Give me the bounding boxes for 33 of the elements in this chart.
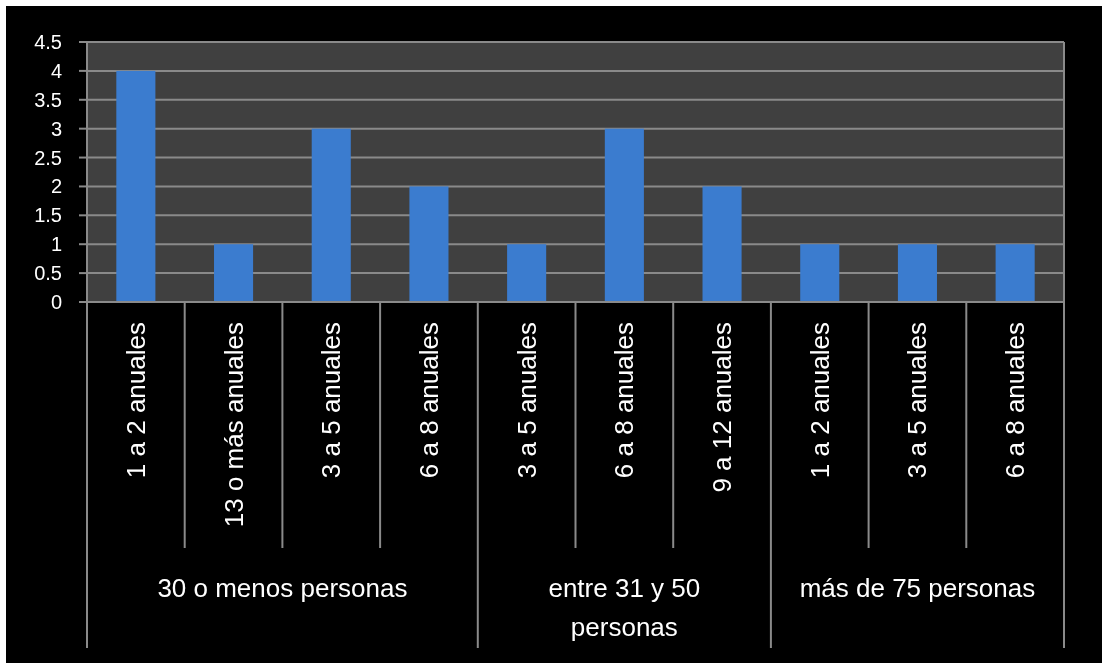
y-tick-label: 4 — [50, 59, 62, 82]
bar — [702, 186, 742, 302]
y-tick-label: 4.5 — [34, 31, 62, 53]
y-tick-label: 1.5 — [34, 204, 62, 227]
y-tick-label: 2.5 — [34, 146, 62, 169]
x-tick-label: 9 a 12 anuales — [707, 322, 738, 493]
y-tick-label: 3 — [50, 117, 62, 140]
bar — [409, 186, 449, 302]
text: 30 o menos personas — [157, 573, 408, 603]
bar — [604, 128, 644, 302]
x-tick-label: 6 a 8 anuales — [413, 322, 444, 479]
text: más de 75 personas — [799, 573, 1036, 603]
x-tick-label: 1 a 2 anuales — [804, 322, 835, 479]
bar — [311, 128, 351, 302]
y-tick-label: 0.5 — [34, 262, 62, 285]
x-tick-label: 6 a 8 anuales — [609, 322, 640, 479]
x-tick-label: 3 a 5 anuales — [511, 322, 542, 479]
bar — [897, 244, 937, 302]
bar — [995, 244, 1035, 302]
x-tick-label: 3 a 5 anuales — [902, 322, 933, 479]
x-tick-label: 3 a 5 anuales — [316, 322, 347, 479]
y-tick-label: 0 — [50, 291, 62, 313]
x-tick-label: 13 o más anuales — [218, 322, 249, 528]
y-tick-label: 3.5 — [34, 88, 62, 111]
bar — [507, 244, 547, 302]
y-tick-label: 1 — [50, 233, 62, 256]
bar — [800, 244, 840, 302]
y-tick-label: 2 — [50, 175, 62, 198]
x-tick-label: 1 a 2 anuales — [120, 322, 151, 479]
bar — [214, 244, 254, 302]
text: entre 31 y 50 personas — [548, 573, 701, 642]
x-tick-label: 6 a 8 anuales — [1000, 322, 1031, 479]
bar — [116, 70, 156, 302]
